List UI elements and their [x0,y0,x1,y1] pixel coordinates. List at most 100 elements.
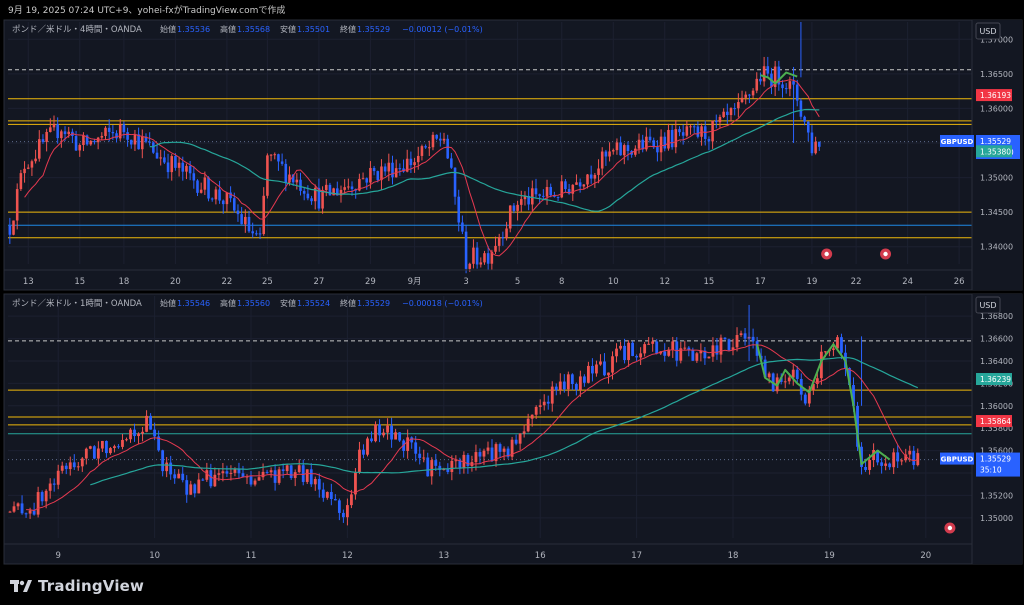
candle [683,347,687,349]
candle [332,188,335,196]
candle [531,188,534,205]
candle [170,156,174,173]
y-tick-label: 1.36400 [980,357,1013,366]
candle [63,131,67,135]
candle [795,84,799,101]
x-tick-label: 8 [559,277,564,287]
candle [305,469,309,482]
candle [814,141,817,154]
candle [188,165,192,174]
ohlc-change-value: −0.00012 (−0.01%) [402,25,483,34]
candle [144,136,148,142]
candle [289,465,293,478]
candle [313,187,317,202]
highlight-path [756,343,891,466]
candle [210,198,214,200]
candle [591,365,594,374]
candle [253,480,257,485]
candle [718,117,722,123]
candle [611,356,614,373]
candle [193,484,197,494]
candle [111,131,115,134]
price-tag-label: 1.35864 [980,417,1011,426]
price-tag [976,89,1012,102]
candle [347,186,350,188]
candle [169,462,173,475]
candle [291,174,295,183]
candle [695,353,699,361]
candle [125,439,128,441]
symbol-tag-label: GBPUSD [941,138,974,146]
candle [44,490,48,502]
y-tick-label: 1.35200 [980,491,1013,500]
candle [339,189,343,196]
candle [762,66,766,82]
candle [438,465,442,471]
candle [777,66,781,85]
candle [574,384,578,390]
x-tick-label: 9 [55,551,60,561]
candle [671,341,675,350]
candle [133,134,137,145]
price-tag-label: 1.35380 [980,147,1011,156]
candle [197,479,201,494]
candle [703,350,707,359]
candle [56,124,59,139]
price-tag [976,145,1012,158]
candle [306,193,310,199]
y-tick-label: 1.36500 [980,70,1013,79]
candle [68,462,72,470]
candle [28,510,32,514]
candle [896,452,900,462]
x-tick-label: 19 [824,551,835,561]
ohlc-high-label: 高値 [220,298,236,308]
candle [418,453,422,458]
candle [361,178,365,180]
candle [722,111,725,118]
x-tick-label: 20 [170,277,181,287]
candle [129,139,133,145]
candle [494,245,497,252]
candle [221,471,225,474]
candle [593,174,597,179]
candle [321,190,324,209]
tradingview-logo[interactable]: TradingView [10,575,144,597]
candle [76,466,80,468]
candle [566,374,570,390]
candle [205,470,209,480]
candle [203,177,207,190]
candle [302,190,306,194]
candle [324,184,328,191]
candle [196,180,199,193]
candle [479,262,483,265]
candle [115,133,118,139]
symbol-title: ポンド／米ドル・4時間・OANDA [12,24,142,35]
candle [422,457,426,459]
moving-average-fast [26,344,918,512]
candle [619,142,622,156]
candle [767,373,771,378]
candle [888,463,892,468]
candle [848,367,851,386]
candle [192,173,196,181]
ohlc-high-value: 1.35568 [237,25,270,34]
candle [723,337,727,340]
y-tick-label: 1.35000 [980,174,1013,183]
candle [803,394,807,404]
candle [751,336,755,342]
candle [281,469,285,472]
gbpusd-4h-chart[interactable]: ポンド／米ドル・4時間・OANDA 始値 1.35536 高値 1.35568 安値 1.3… [0,18,1024,292]
candle [185,165,188,172]
candle [526,418,530,432]
x-tick-label: 18 [118,277,129,287]
candle [181,162,185,172]
candle [523,195,527,200]
candle [635,355,639,358]
candle [297,465,301,473]
candle [157,436,161,451]
candle [631,342,634,356]
x-tick-label: 20 [920,551,931,561]
candle [117,446,120,448]
candle [510,439,514,457]
gbpusd-1h-chart[interactable]: ポンド／米ドル・1時間・OANDA 始値 1.35546 高値 1.35560 安値 1.3… [0,292,1024,566]
